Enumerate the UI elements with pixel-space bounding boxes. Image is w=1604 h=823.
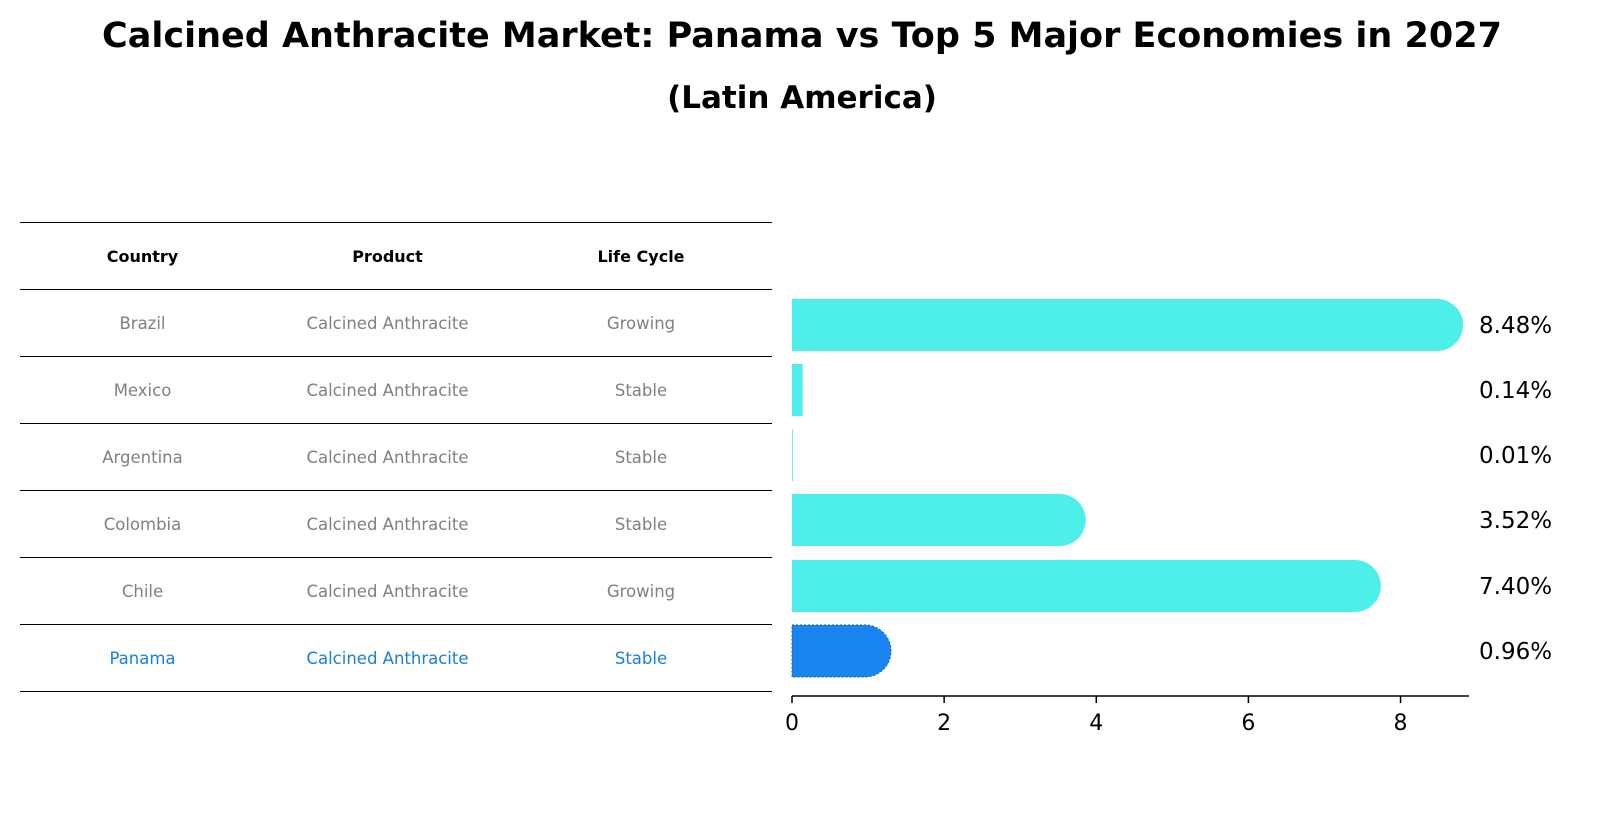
cell-life-cycle: Stable	[510, 624, 772, 692]
table-row: Brazil Calcined Anthracite Growing	[20, 289, 772, 357]
cell-country: Colombia	[20, 490, 265, 558]
x-tick-label: 4	[1089, 711, 1103, 736]
chart-title: Calcined Anthracite Market: Panama vs To…	[102, 16, 1502, 56]
x-tick-label: 6	[1241, 711, 1255, 736]
value-label-argentina: 0.01%	[1479, 443, 1552, 469]
bar-chile	[792, 560, 1381, 612]
table-row: Chile Calcined Anthracite Growing	[20, 557, 772, 625]
cell-product: Calcined Anthracite	[265, 624, 510, 692]
cell-country: Argentina	[20, 423, 265, 491]
table-row: Argentina Calcined Anthracite Stable	[20, 423, 772, 491]
header-product: Product	[265, 222, 510, 290]
bar-mexico	[792, 364, 803, 416]
cell-country: Chile	[20, 557, 265, 625]
bar-argentina	[792, 429, 793, 481]
x-tick-label: 8	[1394, 711, 1408, 736]
cell-life-cycle: Stable	[510, 356, 772, 424]
header-country: Country	[20, 222, 265, 290]
cell-life-cycle: Stable	[510, 423, 772, 491]
value-label-panama: 0.96%	[1479, 639, 1552, 665]
value-label-chile: 7.40%	[1479, 574, 1552, 600]
x-tick-label: 0	[785, 711, 799, 736]
cell-product: Calcined Anthracite	[265, 423, 510, 491]
data-table: Country Product Life Cycle Brazil Calcin…	[20, 222, 772, 692]
value-label-brazil: 8.48%	[1479, 313, 1552, 339]
bar-panama	[791, 624, 892, 678]
table-header-row: Country Product Life Cycle	[20, 222, 772, 290]
cell-country: Brazil	[20, 289, 265, 357]
cell-product: Calcined Anthracite	[265, 289, 510, 357]
cell-product: Calcined Anthracite	[265, 356, 510, 424]
cell-life-cycle: Growing	[510, 557, 772, 625]
table-row: Mexico Calcined Anthracite Stable	[20, 356, 772, 424]
cell-life-cycle: Growing	[510, 289, 772, 357]
value-label-mexico: 0.14%	[1479, 378, 1552, 404]
cell-life-cycle: Stable	[510, 490, 772, 558]
x-tick-label: 2	[937, 711, 951, 736]
table-row-highlight: Panama Calcined Anthracite Stable	[20, 624, 772, 692]
header-life-cycle: Life Cycle	[510, 222, 772, 290]
table-row: Colombia Calcined Anthracite Stable	[20, 490, 772, 558]
cell-country: Mexico	[20, 356, 265, 424]
cell-product: Calcined Anthracite	[265, 557, 510, 625]
cell-product: Calcined Anthracite	[265, 490, 510, 558]
chart-subtitle: (Latin America)	[667, 80, 937, 116]
cell-country: Panama	[20, 624, 265, 692]
bar-brazil	[792, 299, 1464, 351]
value-label-colombia: 3.52%	[1479, 508, 1552, 534]
bar-colombia	[792, 494, 1086, 546]
